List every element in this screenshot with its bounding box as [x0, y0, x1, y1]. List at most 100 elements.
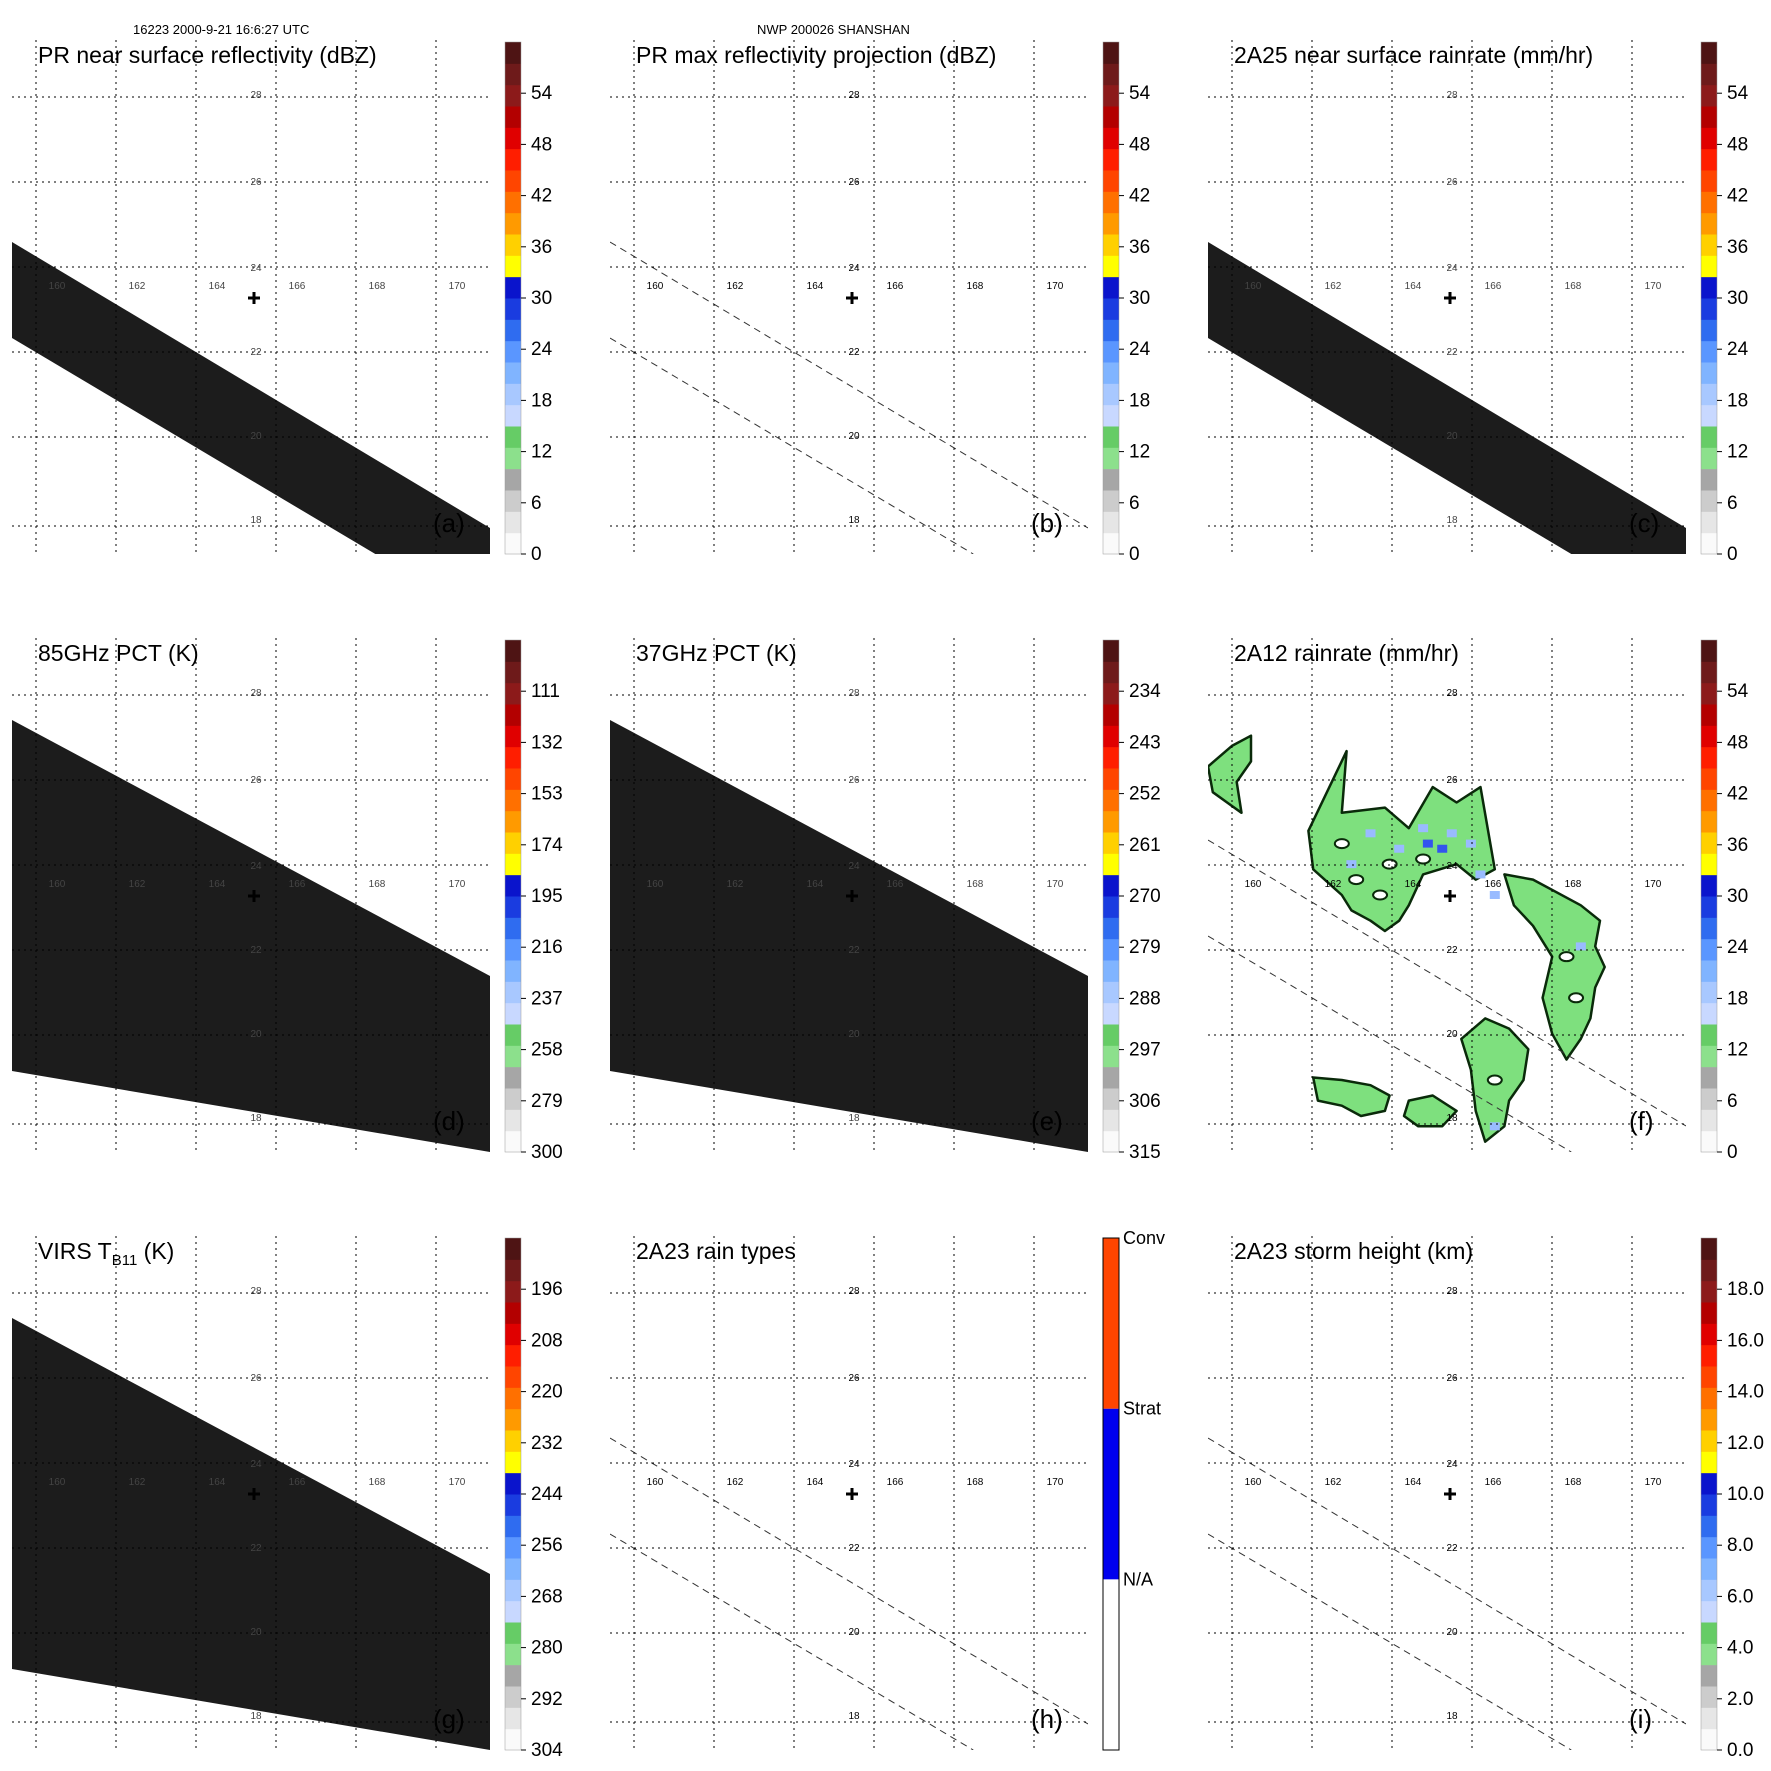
rain-cell-7	[1365, 829, 1376, 838]
colorbar-label-256: 256	[531, 1535, 563, 1556]
colorbar-label-42: 42	[1727, 186, 1748, 207]
colorbar-seg-17	[505, 789, 521, 812]
lat-label-24: 24	[250, 1459, 262, 1470]
rain-area-5	[1311, 1076, 1391, 1118]
colorbar-seg-15	[1701, 832, 1717, 854]
rain-area-2	[1503, 873, 1606, 1061]
colorbar-label-36: 36	[1727, 237, 1748, 258]
colorbar-label-12.0: 12.0	[1727, 1433, 1764, 1454]
colorbar-label-6: 6	[531, 493, 542, 514]
colorbar-seg-1	[1103, 532, 1119, 555]
colorbar-seg-20	[505, 127, 521, 150]
colorbar-seg-10	[505, 340, 521, 363]
colorbar-seg-12	[1701, 298, 1717, 320]
colorbar-seg-15	[1701, 234, 1717, 256]
panel-letter-h: (h)	[1031, 1704, 1063, 1734]
lon-label-166: 166	[887, 879, 904, 890]
colorbar-seg-9	[1701, 362, 1717, 384]
storm-center-marker	[248, 292, 260, 304]
colorbar-seg-24	[505, 1238, 521, 1260]
colorbar-seg-2	[505, 1109, 521, 1132]
colorbar-seg-8	[1103, 981, 1119, 1004]
colorbar-seg-3	[1701, 1088, 1717, 1110]
rain-gap-8	[1486, 1074, 1503, 1086]
colorbar-seg-2	[505, 511, 521, 534]
lat-label-22: 22	[848, 945, 860, 956]
colorbar-seg-6	[505, 1622, 521, 1644]
colorbar-label-48: 48	[531, 134, 552, 155]
swath-d	[12, 720, 490, 1152]
lon-label-160: 160	[647, 1477, 664, 1488]
colorbar-seg-24	[505, 640, 521, 662]
colorbar-label-54: 54	[1727, 681, 1749, 702]
colorbar-seg-6	[1701, 1622, 1717, 1644]
swath-edge-north-f	[1208, 839, 1686, 1127]
colorbar-label-232: 232	[531, 1433, 563, 1454]
colorbar-seg-6	[505, 1024, 521, 1046]
colorbar-seg-7	[505, 1002, 521, 1025]
colorbar-seg-20	[505, 725, 521, 748]
colorbar-seg-22	[1701, 682, 1717, 705]
colorbar-seg-7	[1103, 1002, 1119, 1025]
colorbar-f: 0 6 12 18 24 30 36 42 48 54	[1700, 639, 1749, 1163]
lat-label-18: 18	[1446, 1711, 1458, 1722]
colorbar-seg-3	[1103, 1088, 1119, 1110]
colorbar-seg-1	[1701, 1728, 1717, 1751]
colorbar-seg-17	[1701, 191, 1717, 214]
lat-label-22: 22	[1446, 1543, 1458, 1554]
lat-label-26: 26	[250, 775, 262, 786]
colorbar-seg-10	[505, 1536, 521, 1559]
lon-label-162: 162	[1325, 1477, 1342, 1488]
colorbar-label-2.0: 2.0	[1727, 1689, 1753, 1710]
colorbar-seg-22	[1701, 84, 1717, 107]
colorbar-label-36: 36	[1727, 835, 1748, 856]
colorbar-label-306: 306	[1129, 1091, 1161, 1112]
colorbar-label-0: 0	[1129, 544, 1140, 565]
lat-label-26: 26	[848, 1373, 860, 1384]
colorbar-label-280: 280	[531, 1638, 563, 1659]
lon-label-160: 160	[1245, 1477, 1262, 1488]
colorbar-seg-20	[1701, 127, 1717, 150]
lat-label-28: 28	[250, 1286, 262, 1297]
map-area-f: 160 162 164 166 168 170 18 20 22 24 26 28	[1208, 638, 1686, 1152]
colorbar-seg-2	[1701, 1109, 1717, 1132]
rain-area-4	[1208, 734, 1253, 815]
colorbar-seg-13	[1701, 276, 1717, 299]
lat-label-28: 28	[1446, 688, 1458, 699]
colorbar-seg-2	[1103, 511, 1119, 534]
lat-label-18: 18	[250, 515, 262, 526]
rain-cell-5	[1394, 844, 1405, 853]
colorbar-seg-10	[1701, 938, 1717, 961]
colorbar-seg-17	[505, 191, 521, 214]
swath-e	[610, 720, 1088, 1152]
lat-label-24: 24	[250, 263, 262, 274]
colorbar-seg-13	[1103, 874, 1119, 897]
lon-label-170: 170	[449, 281, 466, 292]
rain-gap-3	[1372, 889, 1389, 901]
lat-label-26: 26	[848, 775, 860, 786]
rain-gap-7	[1568, 992, 1585, 1004]
lon-label-164: 164	[807, 879, 824, 890]
lat-label-20: 20	[848, 1627, 860, 1638]
colorbar-label-196: 196	[531, 1279, 563, 1300]
colorbar-seg-14	[1103, 853, 1119, 876]
storm-name-header: NWP 200026 SHANSHAN	[757, 22, 910, 37]
lon-label-166: 166	[1485, 879, 1502, 890]
colorbar-seg-23	[505, 661, 521, 684]
colorbar-seg-17	[1103, 789, 1119, 812]
lat-label-20: 20	[250, 1627, 262, 1638]
colorbar-label-288: 288	[1129, 988, 1161, 1009]
lon-label-168: 168	[967, 879, 984, 890]
colorbar-label-18: 18	[531, 390, 552, 411]
colorbar-label-12: 12	[531, 442, 552, 463]
map-area-c: 160 162 164 166 168 170 18 20 22 24 26 28	[1208, 40, 1686, 554]
lon-label-162: 162	[727, 281, 744, 292]
colorbar-seg-8	[1701, 383, 1717, 406]
colorbar-label-na: N/A	[1123, 1569, 1153, 1589]
colorbar-seg-12	[505, 1494, 521, 1516]
colorbar-seg-11	[1103, 319, 1119, 342]
colorbar-label-24: 24	[531, 339, 553, 360]
swath-edge-south-b	[610, 337, 974, 554]
swath-edge-north-i	[1208, 1437, 1686, 1725]
colorbar-e: 315 306 297 288 279 270 261 252 243 234	[1102, 639, 1161, 1163]
